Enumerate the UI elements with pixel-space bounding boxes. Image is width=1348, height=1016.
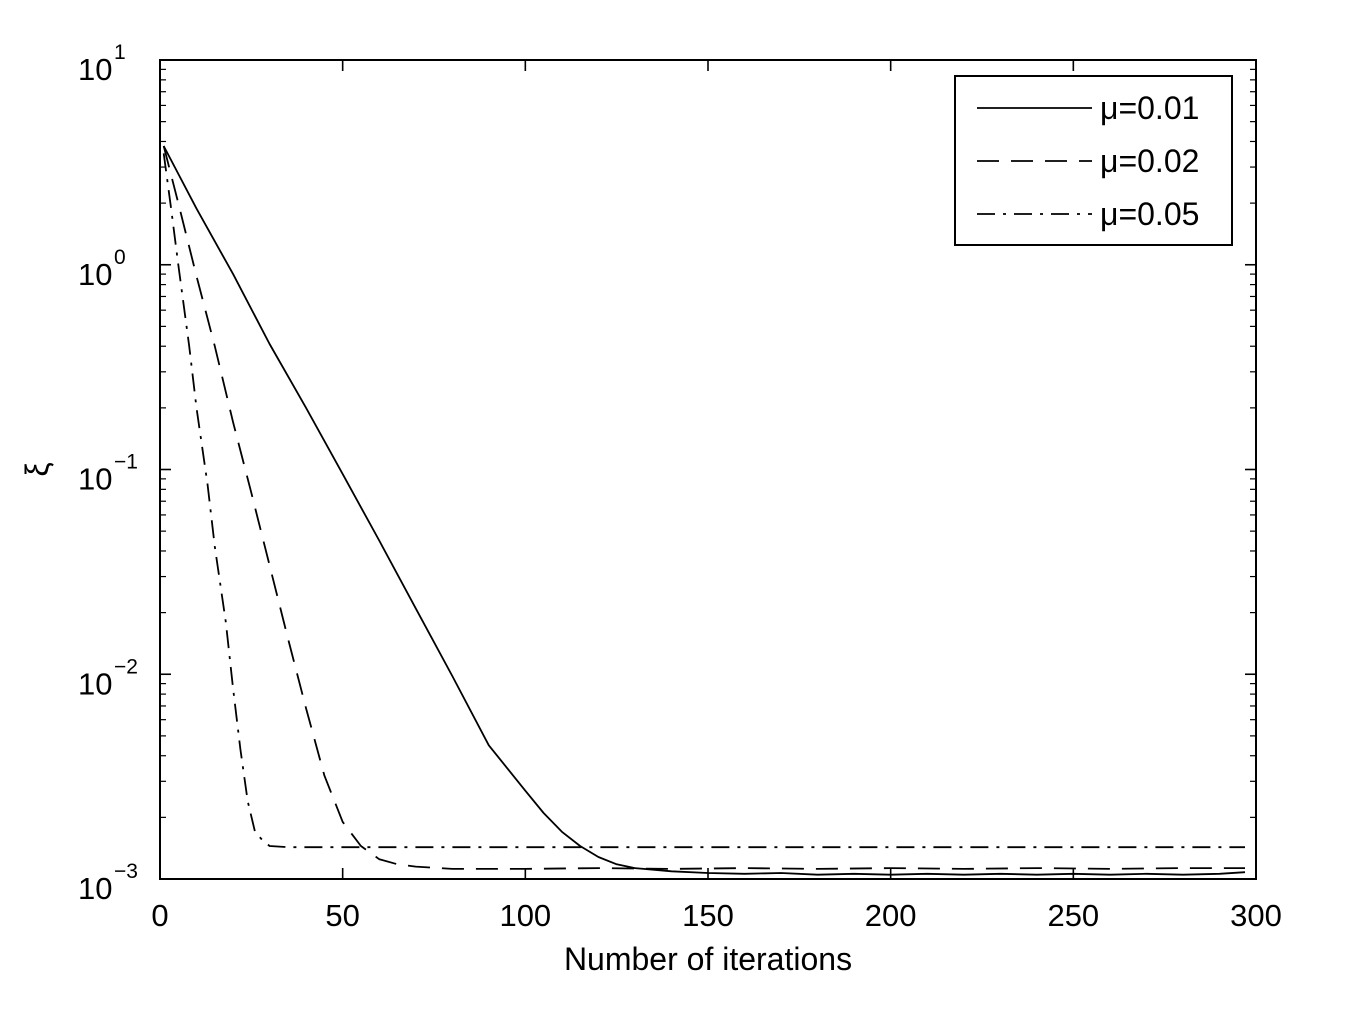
legend-label: μ=0.01 (1100, 90, 1199, 126)
x-tick-labels: 0 50 100 150 200 250 300 (151, 898, 1281, 933)
legend-entry: μ=0.01 (977, 90, 1199, 126)
y-tick-base: 10 (78, 666, 112, 701)
y-axis-label: ξ (19, 462, 55, 476)
y-tick-exponent: 0 (114, 246, 126, 269)
legend: μ=0.01 μ=0.02 μ=0.05 (954, 75, 1233, 246)
x-axis-label: Number of iterations (564, 941, 852, 977)
x-tick-label: 100 (499, 898, 551, 933)
y-tick-label: 10 0 (78, 246, 126, 292)
y-tick-exponent: −1 (114, 451, 138, 474)
series-layer (162, 145, 1246, 876)
legend-label: μ=0.05 (1100, 196, 1199, 232)
x-tick-label: 150 (682, 898, 734, 933)
x-tick-label: 250 (1047, 898, 1099, 933)
y-tick-exponent: −2 (114, 655, 138, 678)
y-tick-label: 10 −1 (78, 451, 138, 497)
y-tick-base: 10 (78, 462, 112, 497)
x-tick-label: 0 (151, 898, 168, 933)
legend-entry: μ=0.02 (977, 143, 1199, 179)
plot-area-frame (159, 59, 1257, 880)
series-line-2 (162, 145, 1245, 870)
series-line-1 (162, 145, 1246, 876)
series-line-3 (162, 153, 1245, 849)
y-tick-exponent: 1 (114, 41, 126, 64)
y-tick-label: 10 1 (78, 41, 126, 87)
legend-box (954, 75, 1233, 246)
legend-entry: μ=0.05 (977, 196, 1199, 232)
y-tick-base: 10 (78, 871, 112, 906)
x-tick-label: 50 (325, 898, 359, 933)
y-tick-base: 10 (78, 52, 112, 87)
x-tick-label: 300 (1230, 898, 1282, 933)
y-tick-base: 10 (78, 257, 112, 292)
x-tick-label: 200 (865, 898, 917, 933)
y-tick-label: 10 −2 (78, 655, 138, 701)
y-tick-label: 10 −3 (78, 860, 138, 906)
y-tick-exponent: −3 (114, 860, 138, 883)
legend-label: μ=0.02 (1100, 143, 1199, 179)
